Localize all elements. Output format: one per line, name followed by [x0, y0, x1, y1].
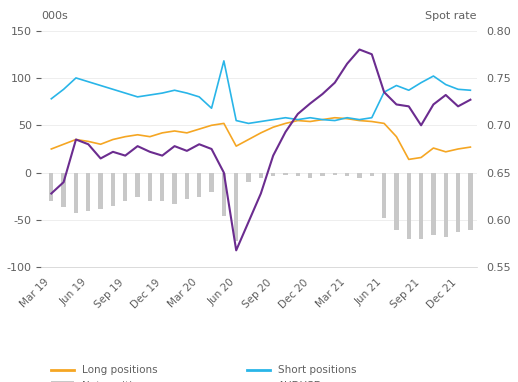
Bar: [49, 173, 53, 201]
Legend: Short positions, AUDUSD: Short positions, AUDUSD: [242, 361, 361, 382]
Bar: [74, 173, 78, 214]
Bar: [86, 173, 91, 210]
Bar: [320, 173, 325, 176]
Bar: [160, 173, 164, 201]
Bar: [357, 173, 362, 178]
Bar: [283, 173, 287, 175]
Bar: [209, 173, 214, 192]
Bar: [333, 173, 337, 175]
Bar: [135, 173, 140, 197]
Bar: [185, 173, 189, 199]
Bar: [345, 173, 349, 176]
Text: Spot rate: Spot rate: [425, 11, 477, 21]
Bar: [443, 173, 448, 237]
Bar: [123, 173, 127, 201]
Bar: [148, 173, 152, 201]
Bar: [407, 173, 411, 239]
Bar: [98, 173, 103, 209]
Bar: [296, 173, 300, 176]
Bar: [370, 173, 374, 176]
Bar: [247, 173, 251, 182]
Bar: [197, 173, 202, 197]
Text: 000s: 000s: [41, 11, 68, 21]
Bar: [308, 173, 312, 178]
Bar: [468, 173, 472, 230]
Bar: [382, 173, 386, 218]
Bar: [172, 173, 177, 204]
Bar: [419, 173, 423, 239]
Bar: [271, 173, 276, 176]
Bar: [111, 173, 115, 206]
Bar: [234, 173, 238, 241]
Bar: [222, 173, 226, 216]
Bar: [431, 173, 436, 235]
Bar: [456, 173, 460, 232]
Bar: [394, 173, 398, 230]
Bar: [62, 173, 66, 207]
Bar: [258, 173, 263, 178]
